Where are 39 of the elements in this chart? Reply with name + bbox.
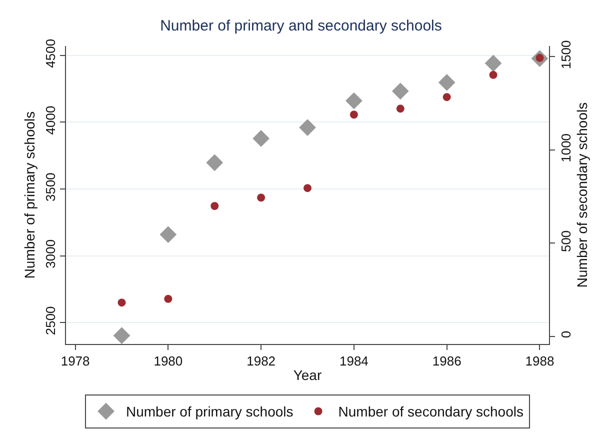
x-tick-label: 1978: [60, 354, 90, 369]
point: [160, 226, 177, 244]
legend-label: Number of secondary schools: [338, 404, 524, 420]
x-tick-label: 1984: [339, 354, 368, 369]
y-tick-label: 4000: [42, 106, 58, 135]
point: [489, 70, 498, 79]
point: [392, 82, 409, 100]
point: [206, 154, 224, 172]
point: [164, 294, 172, 303]
point: [345, 92, 362, 110]
point: [304, 184, 312, 192]
y2-tick-label: 1500: [558, 40, 574, 70]
point: [257, 194, 266, 202]
y2-axis-title: Number of secondary schools: [574, 102, 590, 288]
y-tick-label: 3000: [42, 239, 58, 268]
point: [113, 327, 130, 344]
point: [484, 54, 502, 72]
legend-label: Number of primary schools: [126, 404, 294, 420]
point: [252, 130, 270, 147]
point: [350, 110, 358, 119]
y2-tick-label: 1000: [558, 133, 574, 162]
point: [210, 202, 219, 210]
y2-tick-label: 0: [558, 330, 574, 338]
y-axis-title: Number of primary schools: [21, 111, 38, 279]
point: [396, 104, 404, 113]
point: [118, 298, 126, 307]
point: [299, 119, 316, 136]
y-tick-label: 4500: [42, 38, 58, 68]
y-tick-label: 3500: [42, 172, 58, 202]
x-tick-label: 1982: [246, 354, 276, 369]
y2-tick-label: 500: [558, 230, 574, 252]
chart-title: Number of primary and secondary schools: [160, 17, 442, 34]
x-tick-label: 1980: [154, 354, 183, 369]
point: [438, 74, 456, 91]
x-axis-title: Year: [293, 366, 322, 383]
y-tick-label: 2500: [42, 306, 58, 336]
x-tick-label: 1988: [525, 354, 554, 369]
x-tick-label: 1986: [432, 354, 462, 369]
point: [442, 93, 451, 102]
